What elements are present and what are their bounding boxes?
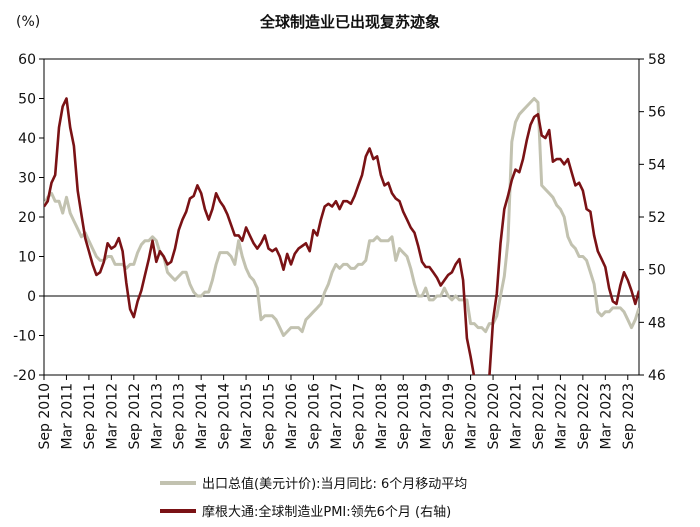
x-tick-label: Sep 2014 <box>217 383 233 450</box>
legend-label-export: 出口总值(美元计价):当月同比: 6个月移动平均 <box>202 476 467 492</box>
x-tick-label: Mar 2017 <box>329 383 345 450</box>
series-line-export <box>44 97 639 337</box>
x-tick-label: Sep 2019 <box>441 383 457 449</box>
right-tick-label: 48 <box>648 315 666 331</box>
left-tick-label: 40 <box>18 131 36 147</box>
x-tick-label: Sep 2021 <box>531 383 547 449</box>
x-axis: Sep 2010 Mar 2011 Sep 2011 Mar 2012 Sep 2012… <box>37 375 637 450</box>
x-tick-label: Sep 2017 <box>351 383 367 449</box>
right-axis: 46 48 50 52 54 56 58 <box>639 52 666 384</box>
x-tick-label: Sep 2011 <box>82 383 98 449</box>
x-tick-label: Sep 2020 <box>486 383 502 449</box>
x-tick-label: Mar 2023 <box>598 383 614 450</box>
left-tick-label: 10 <box>18 250 36 266</box>
right-tick-label: 56 <box>648 105 666 121</box>
x-tick-label: Mar 2022 <box>553 383 569 450</box>
x-tick-label: Mar 2013 <box>149 383 165 450</box>
left-tick-label: 20 <box>18 210 36 226</box>
right-tick-label: 58 <box>648 52 666 68</box>
x-tick-label: Mar 2018 <box>374 383 390 450</box>
x-tick-label: Mar 2012 <box>104 383 120 450</box>
x-tick-label: Mar 2019 <box>419 383 435 450</box>
x-tick-label: Sep 2018 <box>396 383 412 449</box>
right-tick-label: 52 <box>648 210 666 226</box>
chart-title: 全球制造业已出现复苏迹象 <box>259 13 440 31</box>
plot-frame <box>43 58 640 376</box>
left-tick-label: 60 <box>18 52 36 68</box>
left-axis: -20 -10 0 10 20 30 40 50 60 <box>13 52 44 384</box>
x-tick-label: Mar 2020 <box>464 383 480 450</box>
x-tick-label: Sep 2022 <box>576 383 592 449</box>
x-tick-label: Mar 2021 <box>509 383 525 450</box>
left-axis-unit: (%) <box>16 14 40 30</box>
right-tick-label: 46 <box>648 368 666 384</box>
left-tick-label: 0 <box>27 289 36 305</box>
left-tick-label: -10 <box>13 329 36 345</box>
left-tick-label: -20 <box>13 368 36 384</box>
x-tick-label: Mar 2014 <box>194 383 210 450</box>
series-layer <box>44 97 639 375</box>
x-tick-label: Sep 2016 <box>306 383 322 450</box>
x-tick-label: Sep 2023 <box>621 383 637 449</box>
x-tick-label: Sep 2012 <box>127 383 143 449</box>
left-tick-label: 30 <box>18 171 36 187</box>
left-tick-label: 50 <box>18 92 36 108</box>
x-tick-label: Sep 2013 <box>172 383 188 449</box>
right-tick-label: 54 <box>648 157 666 173</box>
x-tick-label: Sep 2015 <box>262 383 278 449</box>
right-tick-label: 50 <box>648 263 666 279</box>
series-line-pmi <box>44 97 639 375</box>
legend-label-pmi: 摩根大通:全球制造业PMI:领先6个月 (右轴) <box>202 504 451 520</box>
legend: 出口总值(美元计价):当月同比: 6个月移动平均 摩根大通:全球制造业PMI:领… <box>160 476 467 520</box>
x-tick-label: Mar 2015 <box>239 383 255 450</box>
x-tick-label: Sep 2010 <box>37 383 53 449</box>
x-tick-label: Mar 2011 <box>59 383 75 450</box>
x-tick-label: Mar 2016 <box>284 383 300 450</box>
